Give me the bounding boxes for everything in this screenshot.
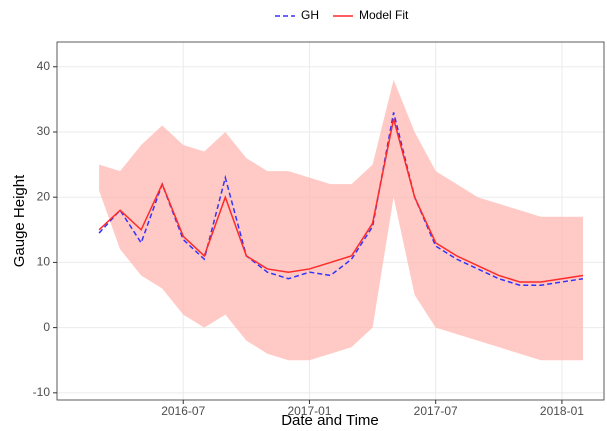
- y-axis-title: Gauge Height: [11, 174, 28, 267]
- x-tick-label: 2017-01: [287, 404, 331, 418]
- legend-label: Model Fit: [359, 8, 409, 22]
- series-line: [98, 118, 584, 283]
- y-tick-label: 40: [37, 59, 51, 73]
- series-line: [98, 112, 584, 286]
- y-tick-label: 20: [37, 189, 51, 203]
- y-tick-label: 30: [37, 124, 51, 138]
- x-tick-label: 2018-01: [540, 404, 584, 418]
- plot-border: [56, 41, 605, 401]
- x-axis-title: Date and Time: [281, 412, 379, 429]
- y-tick-label: 0: [43, 320, 50, 334]
- x-tick-label: 2016-07: [161, 404, 205, 418]
- x-tick-label: 2017-07: [414, 404, 458, 418]
- confidence-band: [99, 79, 583, 361]
- y-tick-label: 10: [37, 255, 51, 269]
- legend-label: GH: [301, 8, 319, 22]
- y-tick-label: -10: [33, 385, 51, 399]
